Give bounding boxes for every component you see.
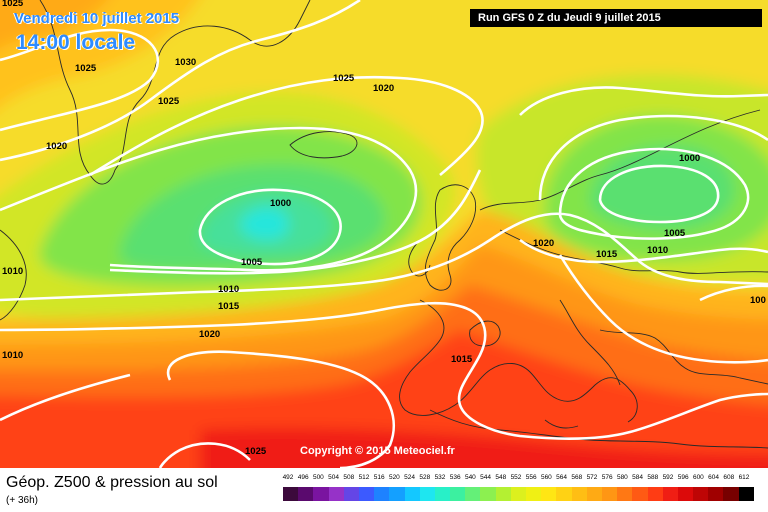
legend-value: 536 bbox=[449, 474, 461, 481]
legend-swatch bbox=[434, 487, 451, 501]
legend-swatch bbox=[510, 487, 526, 501]
legend-swatch bbox=[313, 487, 329, 501]
valid-time: 14:00 locale bbox=[16, 31, 136, 54]
legend-panel: Géop. Z500 & pression au sol (+ 36h) 492… bbox=[0, 468, 768, 512]
legend-value: 548 bbox=[495, 474, 507, 481]
isobar-label: 1015 bbox=[451, 354, 473, 365]
isobar-label: 1010 bbox=[218, 284, 239, 295]
legend-swatch bbox=[495, 487, 511, 501]
isobar-label: 1005 bbox=[664, 228, 686, 239]
legend-swatch bbox=[526, 487, 542, 501]
map-canvas: 1025 1030 1025 1025 1020 1020 1000 1005 … bbox=[0, 0, 768, 468]
legend-value: 592 bbox=[662, 474, 674, 481]
legend-swatch bbox=[586, 487, 602, 501]
legend-swatch bbox=[647, 487, 663, 501]
legend-value: 568 bbox=[571, 474, 583, 481]
legend-value: 560 bbox=[540, 474, 552, 481]
copyright-notice: Copyright © 2015 Meteociel.fr bbox=[300, 445, 455, 457]
legend-swatches bbox=[283, 487, 754, 501]
legend-value: 580 bbox=[616, 474, 628, 481]
legend-value: 576 bbox=[601, 474, 613, 481]
legend-swatch bbox=[450, 487, 466, 501]
legend-swatch bbox=[708, 487, 724, 501]
isobar-label: 1020 bbox=[46, 141, 67, 152]
legend-value: 556 bbox=[525, 474, 537, 481]
legend-swatch bbox=[465, 487, 481, 501]
legend-value: 504 bbox=[328, 474, 340, 481]
legend-swatch bbox=[374, 487, 390, 501]
isobar-label: 1030 bbox=[175, 57, 196, 68]
legend-value: 612 bbox=[738, 474, 750, 481]
legend-swatch bbox=[723, 487, 739, 501]
legend-value: 588 bbox=[647, 474, 659, 481]
legend-value: 532 bbox=[434, 474, 446, 481]
legend-value: 528 bbox=[419, 474, 431, 481]
isobar-label: 1015 bbox=[218, 301, 240, 312]
valid-date: Vendredi 10 juillet 2015 bbox=[14, 10, 180, 27]
legend-value: 600 bbox=[692, 474, 704, 481]
isobar-label: 1025 bbox=[2, 0, 24, 9]
color-scale-legend: 492 496 500 504 508 512 516 520 524 528 532 536 540 5… bbox=[283, 474, 754, 506]
model-run-label: Run GFS 0 Z du Jeudi 9 juillet 2015 bbox=[470, 9, 762, 27]
legend-swatch bbox=[358, 487, 375, 501]
legend-value: 512 bbox=[358, 474, 370, 481]
legend-value: 564 bbox=[556, 474, 568, 481]
isobar-label: 1020 bbox=[533, 238, 554, 249]
legend-value: 608 bbox=[723, 474, 735, 481]
legend-swatch bbox=[677, 487, 694, 501]
isobar-label: 1010 bbox=[2, 266, 23, 277]
isobar-label: 1010 bbox=[647, 245, 668, 256]
legend-value: 500 bbox=[312, 474, 324, 481]
geopotential-field bbox=[0, 0, 768, 468]
isobars bbox=[0, 0, 768, 468]
legend-swatch bbox=[404, 487, 420, 501]
legend-swatch bbox=[601, 487, 618, 501]
legend-value: 604 bbox=[708, 474, 720, 481]
isobar-label: 100 bbox=[750, 295, 766, 306]
legend-labels: 492 496 500 504 508 512 516 520 524 528 532 536 540 5… bbox=[283, 474, 753, 486]
legend-value: 572 bbox=[586, 474, 598, 481]
legend-swatch bbox=[632, 487, 648, 501]
legend-value: 552 bbox=[510, 474, 522, 481]
isobar-label: 1000 bbox=[270, 198, 291, 209]
isobar-labels: 1025 1030 1025 1025 1020 1020 1000 1005 … bbox=[2, 0, 766, 457]
legend-value: 524 bbox=[404, 474, 416, 481]
legend-swatch bbox=[328, 487, 344, 501]
legend-swatch bbox=[298, 487, 314, 501]
legend-swatch bbox=[556, 487, 572, 501]
isobar-label: 1010 bbox=[2, 350, 23, 361]
legend-swatch bbox=[617, 487, 633, 501]
legend-swatch bbox=[738, 487, 754, 501]
isobar-label: 1015 bbox=[596, 249, 618, 260]
legend-value: 540 bbox=[464, 474, 476, 481]
legend-value: 544 bbox=[480, 474, 492, 481]
legend-value: 492 bbox=[282, 474, 294, 481]
isobar-label: 1025 bbox=[75, 63, 97, 74]
legend-value: 508 bbox=[343, 474, 355, 481]
legend-swatch bbox=[283, 487, 299, 501]
legend-value: 584 bbox=[632, 474, 644, 481]
legend-swatch bbox=[541, 487, 557, 501]
legend-swatch bbox=[419, 487, 435, 501]
product-title: Géop. Z500 & pression au sol bbox=[6, 474, 218, 491]
isobar-label: 1025 bbox=[245, 446, 267, 457]
isobar-label: 1005 bbox=[241, 257, 263, 268]
legend-value: 596 bbox=[677, 474, 689, 481]
legend-value: 520 bbox=[388, 474, 400, 481]
legend-swatch bbox=[571, 487, 587, 501]
isobar-label: 1025 bbox=[158, 96, 180, 107]
lead-time: (+ 36h) bbox=[6, 495, 38, 506]
legend-value: 496 bbox=[297, 474, 309, 481]
isobar-label: 1020 bbox=[373, 83, 394, 94]
isobar-label: 1020 bbox=[199, 329, 220, 340]
legend-swatch bbox=[693, 487, 709, 501]
isobar-label: 1025 bbox=[333, 73, 355, 84]
isobar-label: 1000 bbox=[679, 153, 700, 164]
legend-swatch bbox=[343, 487, 359, 501]
legend-value: 516 bbox=[373, 474, 385, 481]
legend-swatch bbox=[480, 487, 496, 501]
legend-swatch bbox=[662, 487, 678, 501]
legend-swatch bbox=[389, 487, 405, 501]
